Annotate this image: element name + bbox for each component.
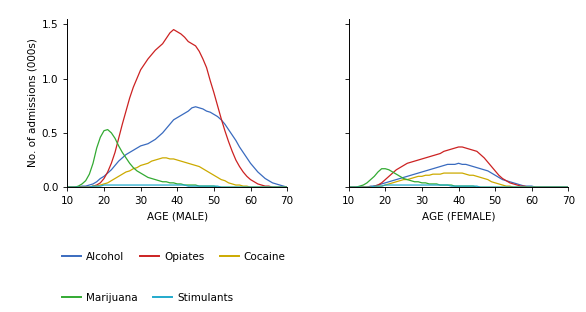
Legend: Alcohol, Opiates, Cocaine: Alcohol, Opiates, Cocaine [58, 248, 290, 266]
X-axis label: AGE (FEMALE): AGE (FEMALE) [422, 212, 495, 222]
Legend: Marijuana, Stimulants: Marijuana, Stimulants [58, 289, 237, 307]
Y-axis label: No. of admissions (000s): No. of admissions (000s) [28, 38, 38, 168]
X-axis label: AGE (MALE): AGE (MALE) [146, 212, 208, 222]
